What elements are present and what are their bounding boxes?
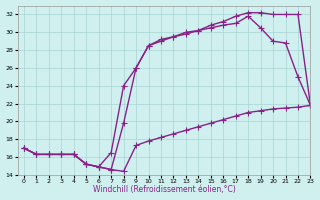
X-axis label: Windchill (Refroidissement éolien,°C): Windchill (Refroidissement éolien,°C) [93, 185, 236, 194]
